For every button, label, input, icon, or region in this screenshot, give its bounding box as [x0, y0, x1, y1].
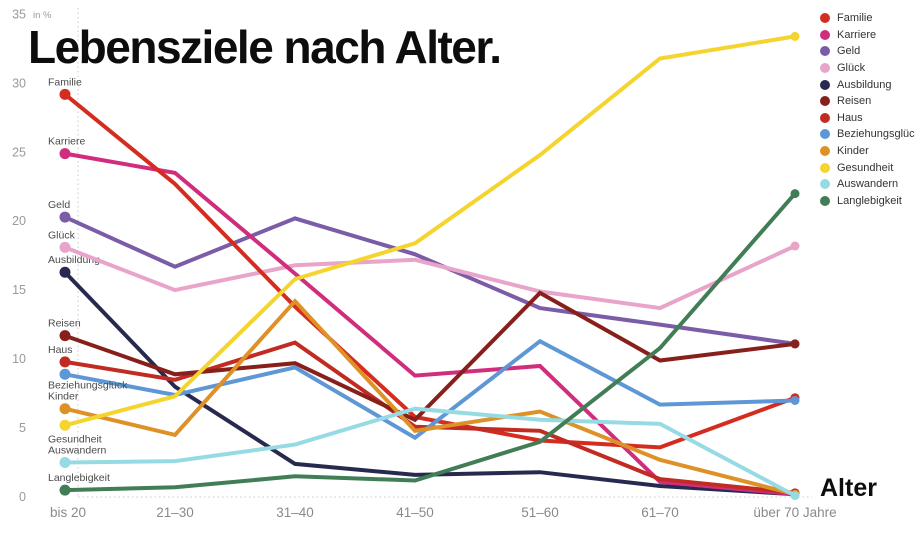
- chart-line-karriere: [63, 151, 797, 497]
- legend-dot-familie: [820, 13, 830, 24]
- legend-label-auswandern: Auswandern: [837, 178, 899, 191]
- y-tick-label: 10: [12, 352, 26, 366]
- legend-item-gl-ck: Glück: [820, 60, 915, 77]
- legend-label-gl-ck: Glück: [837, 62, 866, 75]
- y-tick-label: 25: [12, 145, 26, 159]
- series-start-label-gesundheit: Gesundheit: [48, 433, 102, 445]
- legend-item-reisen: Reisen: [820, 93, 915, 110]
- chart-line-reisen: [63, 290, 797, 423]
- y-axis-unit-label: in %: [33, 10, 52, 21]
- legend-label-gesundheit: Gesundheit: [837, 161, 894, 174]
- chart-line-ausbildung: [63, 270, 797, 497]
- chart-line-kinder: [63, 298, 797, 497]
- series-start-label-beziehungsgl-ck: Beziehungsglück: [48, 379, 128, 391]
- legend-item-beziehungsgl-ck: Beziehungsglück: [820, 126, 915, 143]
- legend-dot-karriere: [820, 29, 830, 40]
- chart-line-gl-ck: [63, 244, 797, 311]
- legend-label-ausbildung: Ausbildung: [837, 78, 892, 91]
- start-dot-kinder: [59, 403, 71, 415]
- x-tick-label: 51–60: [521, 505, 559, 520]
- x-tick-label: bis 20: [50, 505, 86, 520]
- start-dot-gl-ck: [59, 241, 71, 253]
- y-tick-label: 30: [12, 76, 26, 90]
- start-dot-familie: [59, 88, 71, 100]
- chart-line-haus: [63, 340, 797, 495]
- start-dot-beziehungsgl-ck: [59, 368, 71, 380]
- chart-line-gesundheit: [63, 34, 797, 428]
- end-dot-langlebigkeit: [790, 189, 800, 199]
- legend-dot-gesundheit: [820, 162, 830, 173]
- legend-label-reisen: Reisen: [837, 95, 872, 108]
- legend-item-kinder: Kinder: [820, 143, 915, 160]
- y-tick-label: 35: [12, 7, 26, 21]
- x-tick-label: über 70 Jahre: [753, 505, 836, 520]
- legend-item-karriere: Karriere: [820, 27, 915, 44]
- start-dot-reisen: [59, 330, 71, 342]
- y-tick-label: 20: [12, 214, 26, 228]
- legend-label-karriere: Karriere: [837, 28, 877, 41]
- start-dot-karriere: [59, 148, 71, 160]
- legend: Familie Karriere Geld Glück Ausbildung Reisen…: [820, 10, 915, 209]
- legend-dot-gl-ck: [820, 63, 830, 74]
- series-start-label-haus: Haus: [48, 344, 73, 356]
- start-dot-ausbildung: [59, 266, 71, 278]
- legend-dot-ausbildung: [820, 79, 830, 90]
- chart-line-auswandern: [63, 406, 797, 498]
- legend-item-langlebigkeit: Langlebigkeit: [820, 193, 915, 210]
- legend-item-haus: Haus: [820, 110, 915, 127]
- legend-label-haus: Haus: [837, 111, 863, 124]
- start-dot-haus: [59, 356, 71, 368]
- series-start-label-auswandern: Auswandern: [48, 445, 107, 457]
- start-dot-gesundheit: [59, 419, 71, 431]
- legend-label-langlebigkeit: Langlebigkeit: [837, 194, 902, 207]
- legend-dot-reisen: [820, 96, 830, 107]
- series-start-label-langlebigkeit: Langlebigkeit: [48, 472, 110, 484]
- legend-label-beziehungsgl-ck: Beziehungsglück: [837, 128, 915, 141]
- legend-item-gesundheit: Gesundheit: [820, 159, 915, 176]
- legend-dot-geld: [820, 46, 830, 57]
- legend-item-familie: Familie: [820, 10, 915, 27]
- legend-dot-beziehungsgl-ck: [820, 129, 830, 140]
- start-dot-langlebigkeit: [59, 484, 71, 496]
- series-start-label-familie: Familie: [48, 76, 82, 88]
- x-axis-label: Alter: [820, 474, 877, 502]
- x-tick-label: 41–50: [396, 505, 434, 520]
- start-dot-auswandern: [59, 457, 71, 469]
- y-tick-label: 5: [19, 421, 26, 435]
- end-dot-gesundheit: [790, 31, 800, 41]
- series-start-label-gl-ck: Glück: [48, 229, 76, 241]
- end-dot-reisen: [790, 339, 800, 349]
- page-title: Lebensziele nach Alter.: [28, 21, 502, 73]
- y-tick-label: 15: [12, 283, 26, 297]
- legend-dot-langlebigkeit: [820, 195, 830, 206]
- legend-dot-auswandern: [820, 179, 830, 190]
- x-tick-label: 61–70: [641, 505, 679, 520]
- x-tick-label: 31–40: [276, 505, 314, 520]
- legend-label-familie: Familie: [837, 12, 873, 25]
- series-start-label-geld: Geld: [48, 199, 70, 211]
- legend-dot-kinder: [820, 146, 830, 157]
- legend-dot-haus: [820, 112, 830, 123]
- x-tick-label: 21–30: [156, 505, 194, 520]
- chart-line-geld: [63, 215, 797, 346]
- legend-item-auswandern: Auswandern: [820, 176, 915, 193]
- end-dot-gl-ck: [790, 241, 800, 251]
- legend-item-ausbildung: Ausbildung: [820, 76, 915, 93]
- series-start-label-karriere: Karriere: [48, 136, 86, 148]
- end-dot-beziehungsgl-ck: [790, 395, 800, 405]
- legend-label-geld: Geld: [837, 45, 861, 58]
- series-start-label-kinder: Kinder: [48, 391, 79, 403]
- legend-item-geld: Geld: [820, 43, 915, 60]
- legend-label-kinder: Kinder: [837, 145, 869, 158]
- y-tick-label: 0: [19, 490, 26, 504]
- series-start-label-reisen: Reisen: [48, 318, 81, 330]
- end-dot-auswandern: [790, 491, 800, 501]
- chart-line-langlebigkeit: [63, 191, 797, 493]
- start-dot-geld: [59, 211, 71, 223]
